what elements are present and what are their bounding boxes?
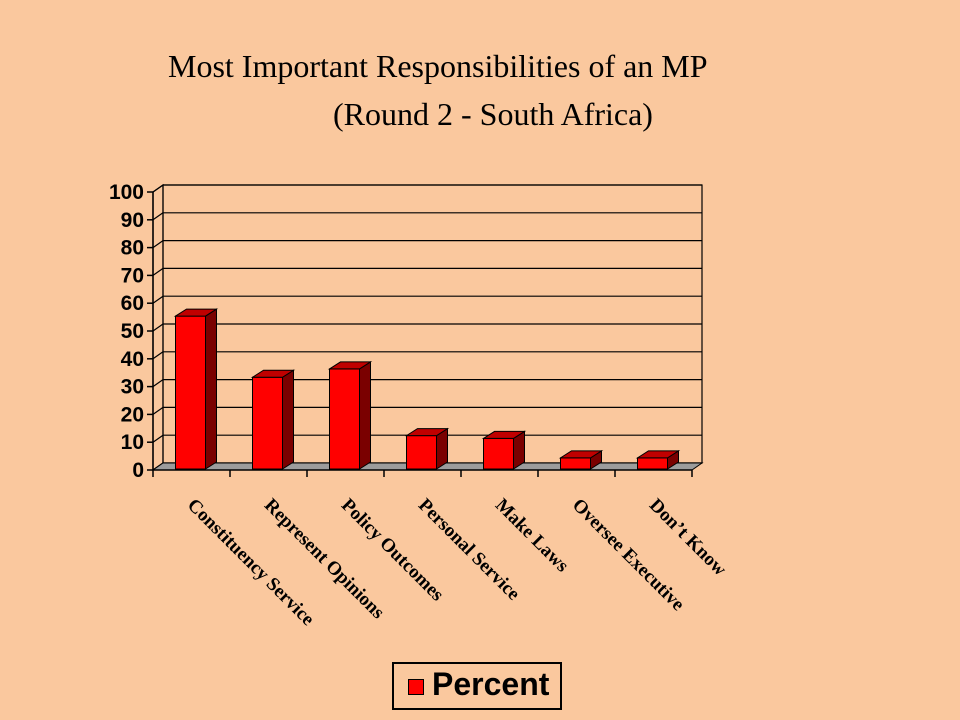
bar-front — [560, 457, 591, 470]
y-tick-label: 100 — [109, 181, 144, 204]
y-tick-label: 70 — [121, 264, 144, 287]
gridline-side — [152, 351, 164, 360]
bar-top — [250, 369, 296, 378]
y-tick-label: 80 — [121, 237, 144, 260]
bar-top — [327, 361, 373, 370]
gridline-side — [152, 240, 164, 249]
bar-top — [481, 430, 527, 439]
bar-side — [359, 361, 371, 470]
x-category-label: Constituency Service — [183, 495, 318, 630]
bar-front — [637, 457, 668, 470]
gridline-side — [152, 212, 164, 221]
y-tick-label: 90 — [121, 209, 144, 232]
gridline-side — [152, 434, 164, 443]
y-tick-label: 60 — [121, 292, 144, 315]
gridline-side — [152, 184, 164, 193]
bar-side — [205, 308, 217, 470]
x-category-label: Make Laws — [491, 495, 573, 577]
gridline-side — [152, 406, 164, 415]
bar-top — [404, 428, 450, 437]
bar-front — [329, 368, 360, 470]
legend: Percent — [392, 662, 562, 710]
y-tick-label: 30 — [121, 376, 144, 399]
y-tick-label: 50 — [121, 320, 144, 343]
gridline-side — [152, 295, 164, 304]
bar-front — [406, 435, 437, 470]
bar-top — [558, 450, 604, 459]
gridline-side — [152, 267, 164, 276]
y-tick-label: 20 — [121, 403, 144, 426]
y-tick-label: 10 — [121, 431, 144, 454]
bar-front — [175, 315, 206, 470]
bar-top — [173, 308, 219, 317]
legend-swatch — [408, 679, 424, 695]
gridline-side — [152, 379, 164, 388]
bar-side — [282, 369, 294, 470]
title-line-2: (Round 2 - South Africa) — [333, 96, 653, 132]
gridline-side — [152, 323, 164, 332]
x-category-label: Don’t Know — [645, 495, 731, 581]
y-tick-label: 0 — [132, 459, 144, 482]
bar-front — [483, 437, 514, 470]
title-line-1: Most Important Responsibilities of an MP — [168, 48, 708, 84]
bar-top — [635, 450, 681, 459]
bar-front — [252, 376, 283, 470]
y-tick-label: 40 — [121, 348, 144, 371]
legend-label: Percent — [432, 666, 550, 702]
